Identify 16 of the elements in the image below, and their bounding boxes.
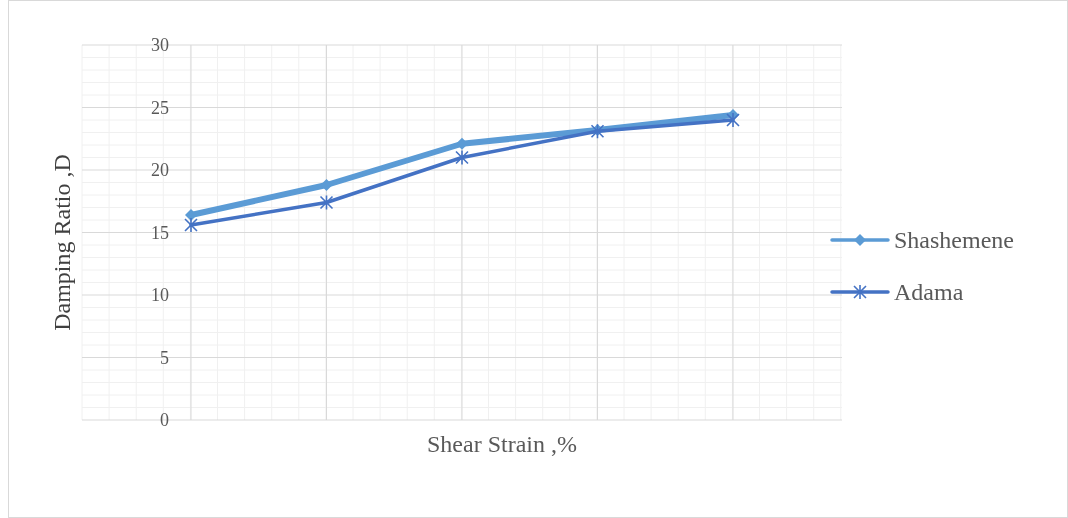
y-tick-label: 10: [151, 285, 169, 306]
y-tick-label: 30: [151, 35, 169, 56]
y-tick-label: 25: [151, 97, 169, 118]
point: [319, 194, 334, 211]
y-tick-label: 5: [160, 347, 169, 368]
point: [726, 112, 740, 128]
point: [184, 217, 198, 233]
y-axis-title: Damping Ratio ,D: [49, 154, 75, 331]
point: [590, 123, 605, 140]
point: [455, 149, 469, 166]
y-tick-label: 0: [160, 410, 169, 431]
legend-label: Adama: [894, 279, 964, 306]
legend-label: Shashemene: [894, 227, 1014, 254]
y-tick-label: 20: [151, 160, 169, 181]
x-axis-title: Shear Strain ,%: [427, 431, 577, 457]
y-tick-label: 15: [151, 222, 169, 243]
